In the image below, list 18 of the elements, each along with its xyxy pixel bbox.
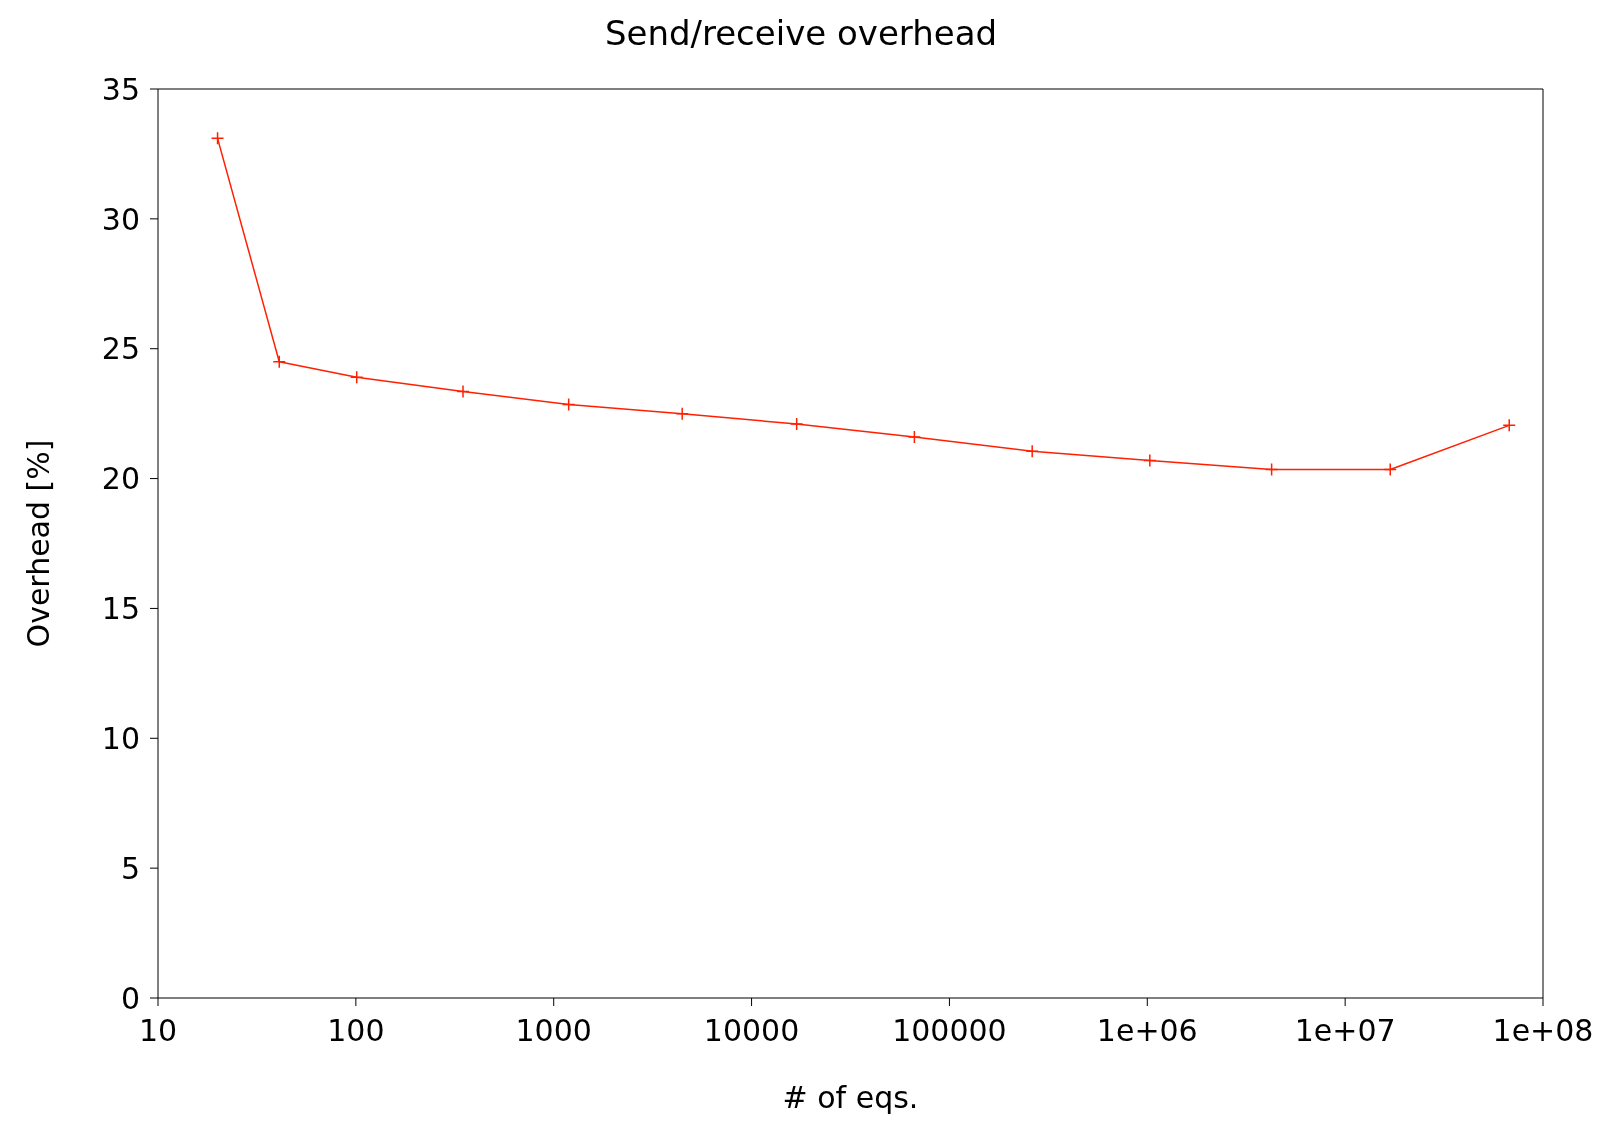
y-tick-label: 35	[101, 71, 140, 107]
x-tick-label: 1000	[515, 1013, 592, 1049]
y-tick-label: 25	[101, 331, 140, 367]
y-axis-title: Overhead [%]	[20, 439, 56, 648]
chart-title: Send/receive overhead	[603, 12, 999, 55]
x-tick-label: 10000	[703, 1013, 800, 1049]
y-tick-label: 15	[101, 591, 140, 627]
y-tick-label: 20	[101, 461, 140, 497]
y-tick-label: 5	[120, 850, 140, 886]
y-tick-label: 10	[101, 720, 140, 756]
x-tick-label: 100	[327, 1013, 385, 1049]
x-tick-label: 100000	[892, 1013, 1007, 1049]
y-tick-label: 0	[120, 980, 140, 1016]
x-axis-title: # of eqs.	[782, 1080, 919, 1115]
x-tick-label: 1e+07	[1294, 1013, 1396, 1049]
x-tick-label: 1e+08	[1492, 1013, 1594, 1049]
x-tick-label: 1e+06	[1096, 1013, 1198, 1049]
y-tick-label: 30	[101, 201, 140, 237]
